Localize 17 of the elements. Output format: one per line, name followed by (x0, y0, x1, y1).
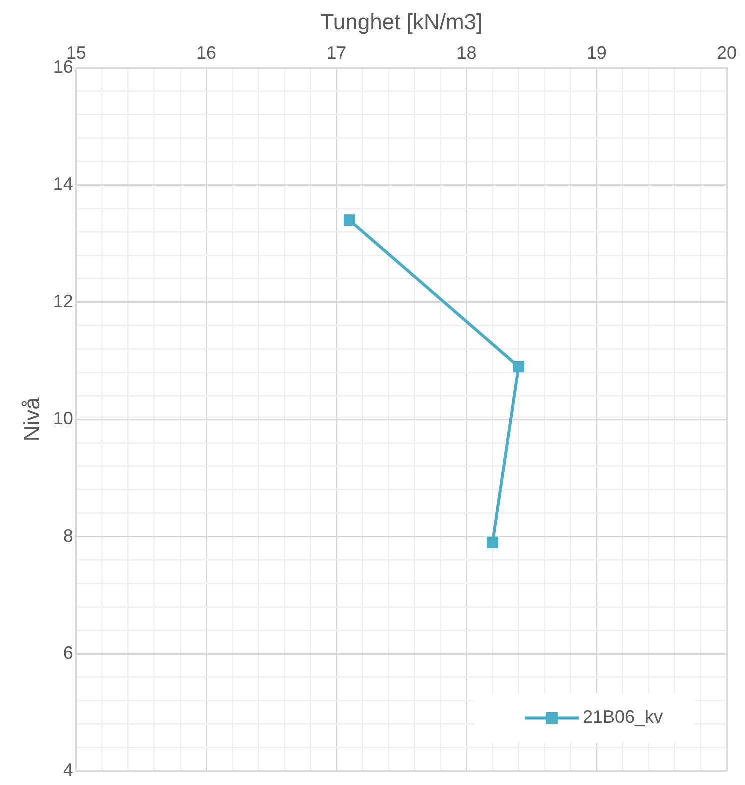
x-tick-label: 17 (326, 43, 347, 64)
point (344, 214, 356, 226)
x-tick-label: 16 (196, 43, 217, 64)
x-tick-label: 20 (716, 43, 738, 64)
y-tick-label: 6 (63, 642, 74, 663)
y-tick-label: 14 (53, 174, 74, 194)
y-tick-label: 8 (63, 526, 74, 546)
x-tick-label: 18 (456, 43, 477, 64)
x-tick-label: 19 (586, 43, 607, 64)
point (487, 536, 499, 548)
legend-label: 21B06_kv (582, 707, 664, 728)
y-axis-title: Nivå (19, 396, 44, 442)
y-tick-label: 12 (53, 291, 74, 312)
x-axis-title: Tunghet [kN/m3] (320, 9, 483, 34)
y-tick-label: 4 (63, 760, 74, 780)
point (513, 361, 525, 373)
y-tick-label: 10 (53, 408, 74, 429)
